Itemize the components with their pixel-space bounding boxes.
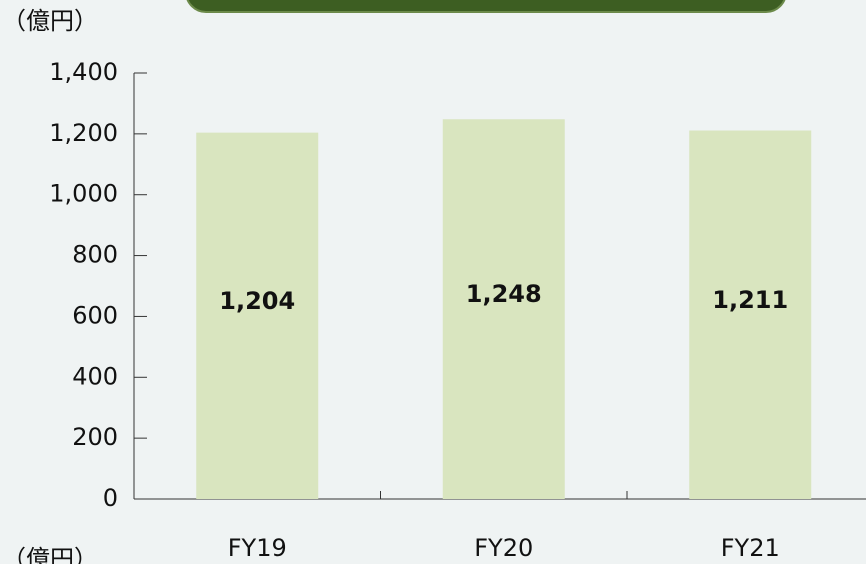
y-tick-label: 800 [72,241,118,269]
y-tick-label: 1,000 [49,180,118,208]
y-tick-label: 400 [72,362,118,390]
y-tick-label: 1,400 [49,58,118,86]
banner [186,0,786,13]
y-tick-label: 1,200 [49,119,118,147]
bar [196,132,319,499]
x-tick-label: FY21 [721,534,780,562]
value-label: 1,248 [466,280,542,308]
x-tick-label: FY19 [228,534,287,562]
y-tick-label: 600 [72,301,118,329]
y-axis-unit: （億円） [2,545,98,564]
y-tick-label: 200 [72,423,118,451]
y-tick-label: 0 [103,484,118,512]
x-tick-label: FY20 [474,534,533,562]
value-label: 1,204 [219,287,295,315]
value-label: 1,211 [712,286,788,314]
bar [689,130,812,499]
y-axis-unit: （億円） [2,7,98,35]
bar [442,119,565,499]
